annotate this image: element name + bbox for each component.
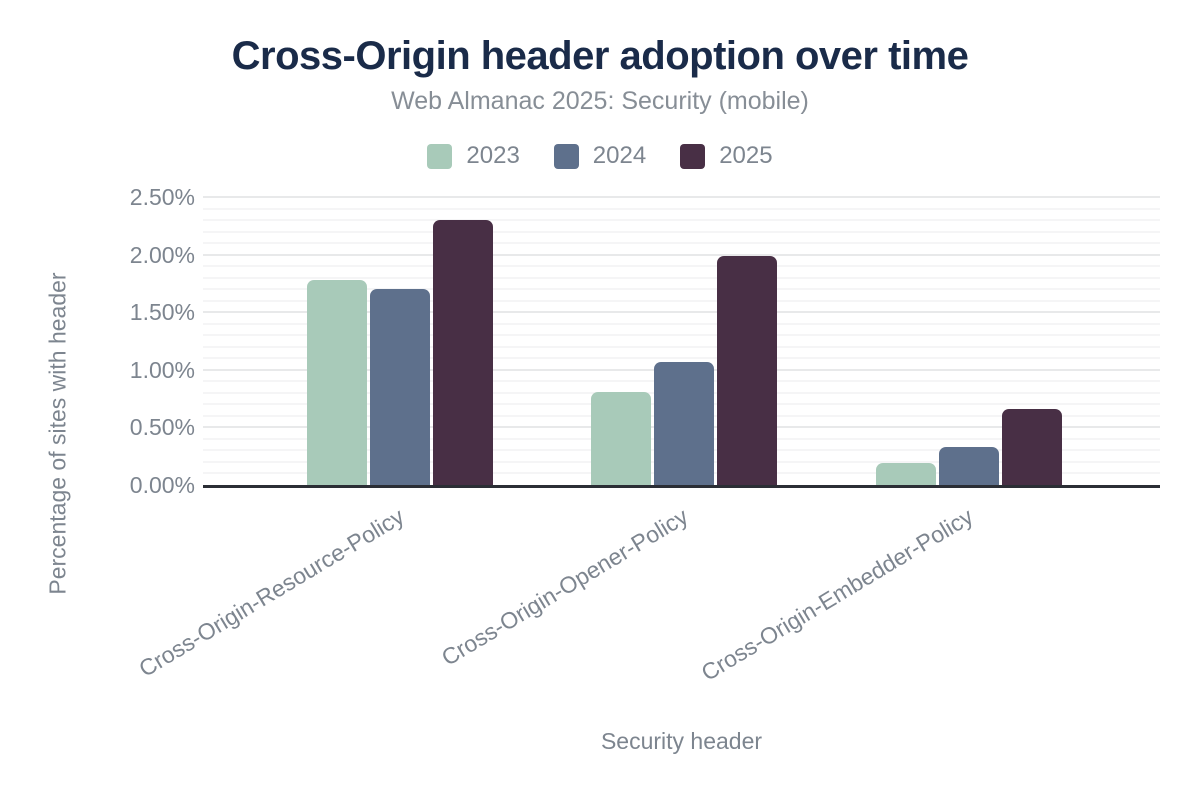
bar-group-cross-origin-resource-policy xyxy=(307,220,494,485)
x-axis-title: Security header xyxy=(600,728,763,754)
gridline-minor xyxy=(203,299,1160,302)
y-axis-title: Percentage of sites with header xyxy=(44,272,71,595)
bar-2025-cross-origin-embedder-policy xyxy=(1001,409,1062,485)
gridline-minor xyxy=(203,357,1160,360)
legend-item-2024[interactable]: 2024 xyxy=(553,142,647,170)
bar-group-cross-origin-embedder-policy xyxy=(875,409,1062,485)
bar-2024-cross-origin-resource-policy xyxy=(370,289,431,485)
y-tick-label: 0.00% xyxy=(129,472,195,498)
gridline-minor xyxy=(203,322,1160,325)
y-tick-label: 1.50% xyxy=(129,299,195,326)
bar-2024-cross-origin-opener-policy xyxy=(654,362,715,485)
y-tick-label: 2.00% xyxy=(129,241,195,268)
legend-item-2025[interactable]: 2025 xyxy=(680,142,773,170)
legend-item-2023[interactable]: 2023 xyxy=(427,142,520,170)
gridline-minor xyxy=(203,219,1160,222)
gridline-minor xyxy=(203,265,1160,268)
legend-swatch-2023 xyxy=(427,143,453,169)
x-tick-label: Cross-Origin-Opener-Policy xyxy=(437,503,693,671)
legend-swatch-2025 xyxy=(680,143,706,169)
bar-group-cross-origin-opener-policy xyxy=(591,256,778,485)
gridline-minor xyxy=(203,207,1160,210)
legend-swatch-2024 xyxy=(553,143,579,169)
gridline-minor xyxy=(203,276,1160,279)
bar-2023-cross-origin-opener-policy xyxy=(591,392,652,485)
x-tick-label: Cross-Origin-Resource-Policy xyxy=(134,503,409,682)
y-tick-label: 0.50% xyxy=(129,414,195,441)
x-axis-line xyxy=(203,485,1160,488)
chart-subtitle: Web Almanac 2025: Security (mobile) xyxy=(391,87,809,115)
gridline-minor xyxy=(203,334,1160,337)
legend-label: 2023 xyxy=(466,142,520,169)
plot-area xyxy=(203,196,1160,488)
bar-2025-cross-origin-opener-policy xyxy=(717,256,778,485)
bar-2023-cross-origin-resource-policy xyxy=(307,280,368,485)
gridline-major xyxy=(203,196,1160,198)
gridline-minor xyxy=(203,230,1160,233)
gridline-minor xyxy=(203,345,1160,348)
legend-label: 2024 xyxy=(592,142,647,169)
chart-title: Cross-Origin header adoption over time xyxy=(231,34,969,78)
gridline-major xyxy=(203,311,1160,314)
gridline-minor xyxy=(203,242,1160,245)
legend-label: 2025 xyxy=(719,142,773,169)
bar-2023-cross-origin-embedder-policy xyxy=(875,463,936,485)
gridline-major xyxy=(203,253,1160,256)
legend: 2023 2024 2025 xyxy=(0,142,1200,170)
bar-2024-cross-origin-embedder-policy xyxy=(938,447,999,485)
y-tick-label: 2.50% xyxy=(129,184,195,210)
y-tick-label: 1.00% xyxy=(129,356,195,383)
gridline-minor xyxy=(203,288,1160,291)
x-tick-label: Cross-Origin-Embedder-Policy xyxy=(696,503,977,686)
bar-2025-cross-origin-resource-policy xyxy=(433,220,494,485)
